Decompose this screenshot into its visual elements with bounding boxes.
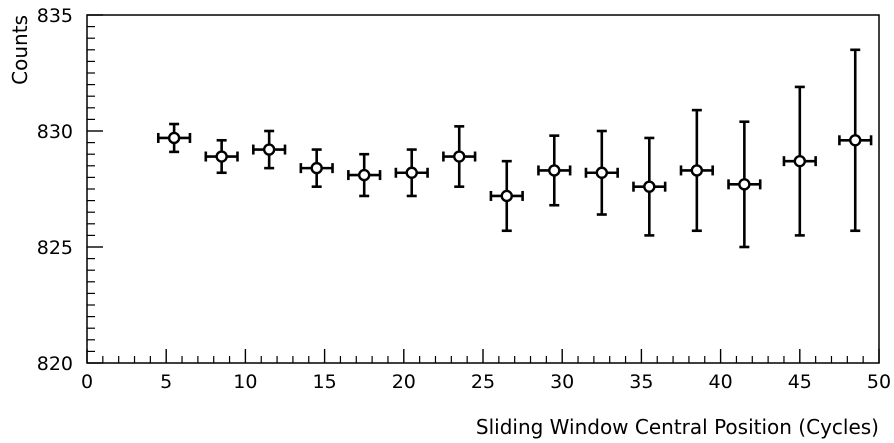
x-tick-label: 15	[313, 371, 337, 393]
y-axis-label: Counts	[8, 15, 32, 85]
x-tick-label: 35	[629, 371, 653, 393]
data-point	[252, 129, 287, 170]
data-marker	[738, 178, 751, 191]
data-point	[679, 108, 714, 233]
data-point	[204, 138, 239, 175]
data-marker	[849, 134, 862, 147]
y-tick-label: 825	[37, 237, 73, 259]
x-tick-label: 30	[550, 371, 574, 393]
y-tick-label: 835	[37, 5, 73, 27]
data-marker	[500, 189, 513, 203]
data-point	[442, 125, 477, 188]
x-tick-label: 20	[392, 371, 416, 393]
data-point	[782, 85, 817, 237]
data-marker	[595, 166, 608, 179]
data-marker	[793, 154, 806, 168]
data-marker	[548, 164, 561, 177]
data-point	[394, 148, 429, 198]
x-tick-label: 0	[81, 371, 93, 393]
data-point	[299, 148, 334, 188]
data-marker	[262, 143, 276, 156]
data-point	[537, 134, 572, 207]
data-point	[489, 159, 524, 233]
data-marker	[167, 131, 181, 145]
data-points	[156, 48, 873, 249]
data-point	[632, 136, 667, 237]
data-marker	[690, 164, 704, 177]
data-point	[156, 122, 192, 154]
data-point	[727, 120, 762, 249]
x-tick-label: 40	[709, 371, 733, 393]
data-point	[584, 129, 619, 216]
data-marker	[643, 180, 656, 193]
y-minor-ticks	[87, 26, 95, 352]
x-axis-label: Sliding Window Central Position (Cycles)	[476, 415, 879, 439]
x-tick-label: 10	[233, 371, 257, 393]
y-tick-label: 820	[37, 353, 73, 375]
data-marker	[310, 161, 323, 175]
x-minor-ticks	[102, 356, 864, 363]
data-marker	[358, 168, 371, 182]
data-point	[838, 48, 873, 233]
x-tick-label: 25	[471, 371, 495, 393]
data-marker	[215, 150, 228, 163]
data-marker	[405, 166, 418, 179]
y-axis-ticks: 820 825 830 835	[37, 5, 103, 375]
x-tick-label: 50	[867, 371, 891, 393]
x-tick-label: 5	[160, 371, 172, 393]
data-marker	[453, 150, 466, 163]
y-tick-label: 830	[37, 121, 73, 143]
data-point	[347, 152, 382, 198]
x-axis-ticks: 0 5 10 15 20 25 30 35 40 45 50	[81, 349, 891, 393]
x-tick-label: 45	[788, 371, 812, 393]
